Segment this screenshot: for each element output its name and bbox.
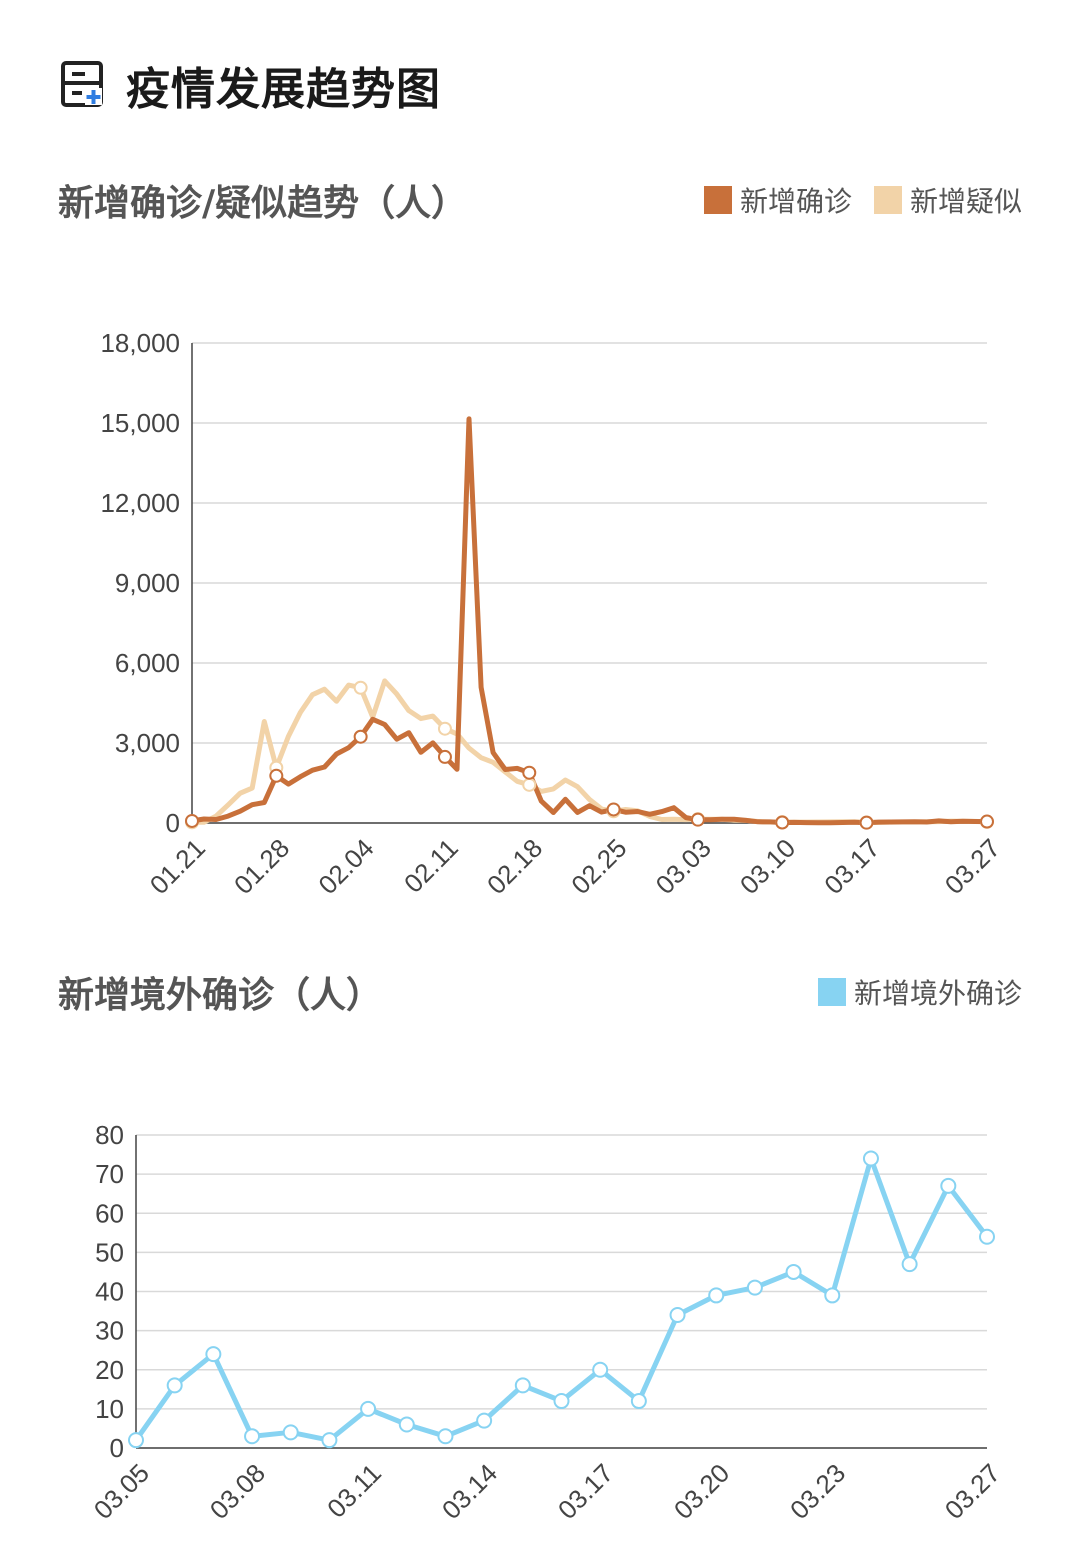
x-tick-label: 03.05 xyxy=(88,1458,155,1525)
data-point xyxy=(360,1400,377,1417)
x-tick-label: 03.23 xyxy=(784,1458,851,1525)
data-point xyxy=(979,1228,995,1245)
data-point xyxy=(553,1393,570,1410)
chart2-title: 新增境外确诊（人） xyxy=(58,975,383,1016)
data-point xyxy=(669,1306,686,1323)
data-point xyxy=(353,680,368,695)
page-header: 疫情发展趋势图 xyxy=(60,50,441,120)
x-tick-label: 03.11 xyxy=(321,1458,387,1524)
data-point xyxy=(746,1279,763,1296)
chart1-title: 新增确诊/疑似趋势（人） xyxy=(58,183,468,224)
data-point xyxy=(940,1177,957,1194)
legend-swatch-confirmed xyxy=(703,186,732,214)
data-point xyxy=(901,1256,918,1273)
y-tick-label: 20 xyxy=(95,1355,124,1385)
legend-item-confirmed[interactable]: 新增确诊 xyxy=(703,180,852,220)
chart1-legend: 新增确诊 新增疑似 xyxy=(682,180,1022,220)
legend-label-confirmed: 新增确诊 xyxy=(739,185,852,218)
data-point xyxy=(862,1150,879,1167)
data-point xyxy=(775,815,790,830)
data-point xyxy=(514,1377,531,1394)
data-point xyxy=(244,1428,261,1445)
data-point xyxy=(321,1432,338,1449)
data-point xyxy=(785,1263,802,1280)
data-point xyxy=(437,749,452,764)
data-point xyxy=(592,1361,609,1378)
data-point xyxy=(980,814,994,829)
series-line xyxy=(189,416,990,826)
data-point xyxy=(630,1393,647,1410)
y-tick-label: 0 xyxy=(110,1433,124,1463)
legend-item-suspected[interactable]: 新增疑似 xyxy=(873,180,1022,220)
data-point xyxy=(437,721,452,736)
data-point xyxy=(166,1377,183,1394)
x-tick-label: 03.20 xyxy=(668,1458,735,1525)
data-point xyxy=(522,765,537,780)
legend-swatch-imported xyxy=(817,978,846,1006)
y-tick-label: 12,000 xyxy=(100,488,180,518)
data-point xyxy=(398,1416,415,1433)
data-point xyxy=(606,802,621,817)
y-tick-label: 70 xyxy=(95,1159,124,1189)
y-tick-label: 40 xyxy=(95,1277,124,1307)
data-point xyxy=(128,1432,144,1449)
data-point xyxy=(353,729,368,744)
data-point xyxy=(437,1428,454,1445)
data-point xyxy=(476,1412,493,1429)
y-tick-label: 50 xyxy=(95,1237,124,1267)
data-point xyxy=(185,813,199,828)
y-tick-label: 9,000 xyxy=(115,568,180,598)
y-tick-label: 10 xyxy=(95,1394,124,1424)
chart2-legend: 新增境外确诊 xyxy=(796,972,1022,1012)
page-title: 疫情发展趋势图 xyxy=(126,64,441,115)
legend-swatch-suspected xyxy=(873,186,902,214)
y-tick-label: 3,000 xyxy=(115,728,180,758)
data-point xyxy=(690,812,705,827)
data-point xyxy=(205,1346,222,1363)
y-tick-label: 80 xyxy=(95,1120,124,1150)
legend-label-suspected: 新增疑似 xyxy=(909,185,1022,218)
x-tick-label: 03.27 xyxy=(939,1458,1006,1525)
data-point xyxy=(824,1287,841,1304)
legend-label-imported: 新增境外确诊 xyxy=(853,977,1022,1010)
data-point xyxy=(282,1424,299,1441)
y-tick-label: 6,000 xyxy=(115,648,180,678)
x-tick-label: 03.14 xyxy=(436,1458,503,1525)
medical-report-icon xyxy=(61,61,103,107)
data-point xyxy=(269,768,284,783)
y-tick-label: 15,000 xyxy=(100,408,180,438)
y-tick-label: 18,000 xyxy=(100,328,180,358)
y-tick-label: 0 xyxy=(166,808,180,838)
data-point xyxy=(859,815,874,830)
legend-item-imported[interactable]: 新增境外确诊 xyxy=(817,972,1022,1012)
x-tick-label: 03.08 xyxy=(204,1458,271,1525)
x-tick-label: 03.17 xyxy=(552,1458,619,1525)
y-tick-label: 60 xyxy=(95,1198,124,1228)
data-point xyxy=(708,1287,725,1304)
y-tick-label: 30 xyxy=(95,1316,124,1346)
